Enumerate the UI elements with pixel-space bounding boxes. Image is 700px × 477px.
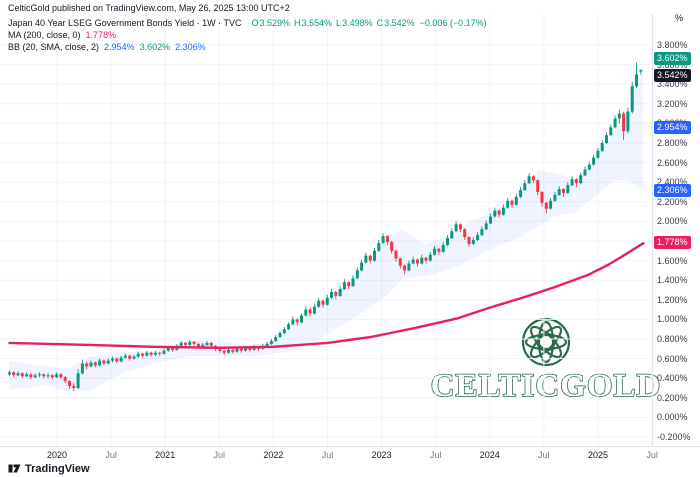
price-tick-label: 0.800% xyxy=(657,334,688,344)
ohlc-value: 3.498% xyxy=(342,18,373,28)
price-tick-label: 1.200% xyxy=(657,294,688,305)
price-badge: 2.954% xyxy=(654,120,691,134)
ohlc-value: 3.542% xyxy=(384,18,415,28)
bb-value: 2.306% xyxy=(175,42,206,52)
time-tick-label: 2025 xyxy=(587,450,608,460)
bb-value: 3.602% xyxy=(139,42,171,52)
time-tick-label: Jul xyxy=(538,450,550,460)
bb-indicator-label[interactable]: BB (20, SMA, close, 2) xyxy=(8,42,100,52)
candlestick-series xyxy=(7,62,643,391)
price-tick-label: 2.600% xyxy=(657,157,688,168)
price-badge: 3.542% xyxy=(654,69,691,83)
time-tick-label: 2024 xyxy=(479,450,500,460)
price-tick-label: 2.000% xyxy=(657,216,688,227)
bb-legend-row: BB (20, SMA, close, 2) 2.954% 3.602% 2.306% xyxy=(8,41,487,53)
time-tick-label: Jul xyxy=(321,450,334,460)
ohlc-values: O3.529% H3.554% L3.498% C3.542% xyxy=(247,18,414,28)
price-tick-label: 2.200% xyxy=(657,196,688,207)
change-value: −0.006 (−0.17%) xyxy=(419,18,487,28)
price-tick-label: 1.600% xyxy=(657,255,688,266)
ohlc-value: 3.529% xyxy=(259,18,291,28)
footer: TradingView xyxy=(8,462,90,475)
time-tick-label: 2023 xyxy=(371,450,392,460)
ma200-line xyxy=(8,241,645,349)
price-badge: 3.602% xyxy=(654,52,691,66)
ohlc-key: L xyxy=(336,18,342,28)
price-tick-label: 0.200% xyxy=(657,392,688,403)
price-tick-label: 3.200% xyxy=(657,98,688,109)
price-badge: 2.306% xyxy=(654,184,691,198)
time-tick-label: Jul xyxy=(213,450,226,460)
time-tick-label: Jul xyxy=(429,450,442,460)
ma-value: 1.778% xyxy=(85,30,117,40)
tradingview-brand[interactable]: TradingView xyxy=(25,462,90,475)
ma-indicator-label[interactable]: MA (200, close, 0) xyxy=(8,30,81,40)
price-tick-label: 0.400% xyxy=(657,373,688,384)
time-tick-label: 2022 xyxy=(263,450,284,460)
bb-values: 2.954% 3.602% 2.306% xyxy=(99,42,206,52)
time-tick-label: 2020 xyxy=(46,450,67,460)
price-tick-label: 0.000% xyxy=(657,412,688,423)
time-tick-label: 2021 xyxy=(155,450,176,460)
tradingview-logo-icon[interactable] xyxy=(8,462,21,475)
bollinger-band-area xyxy=(9,64,644,392)
price-badge: 1.778% xyxy=(654,236,691,250)
price-tick-label: 2.800% xyxy=(657,138,688,148)
price-tick-label: 3.800% xyxy=(657,40,688,50)
ohlc-key: H xyxy=(294,18,301,28)
ohlc-key: O xyxy=(251,18,259,28)
price-axis-unit: % xyxy=(675,13,684,23)
ohlc-key: C xyxy=(376,18,384,28)
bb-value: 2.954% xyxy=(104,42,135,52)
symbol-legend-row: Japan 40 Year LSEG Government Bonds Yiel… xyxy=(8,17,487,29)
price-tick-label: -0.200% xyxy=(657,432,691,442)
time-tick-label: Jul xyxy=(105,450,117,460)
attribution-text: CelticGold published on TradingView.com,… xyxy=(8,3,290,13)
chart-legend: Japan 40 Year LSEG Government Bonds Yiel… xyxy=(8,17,487,53)
price-axis[interactable]: % 3.800%3.600%3.400%3.200%3.000%2.800%2.… xyxy=(653,0,700,477)
ma-legend-row: MA (200, close, 0) 1.778% xyxy=(8,29,487,41)
symbol-title[interactable]: Japan 40 Year LSEG Government Bonds Yiel… xyxy=(8,18,242,28)
price-tick-label: 3.400% xyxy=(657,79,688,90)
price-tick-label: 0.600% xyxy=(657,353,688,364)
price-tick-label: 2.400% xyxy=(657,177,688,188)
ohlc-value: 3.554% xyxy=(301,18,333,28)
price-tick-label: 1.000% xyxy=(657,314,688,325)
price-tick-label: 1.400% xyxy=(657,275,688,286)
time-tick-label: Jul xyxy=(646,450,658,460)
